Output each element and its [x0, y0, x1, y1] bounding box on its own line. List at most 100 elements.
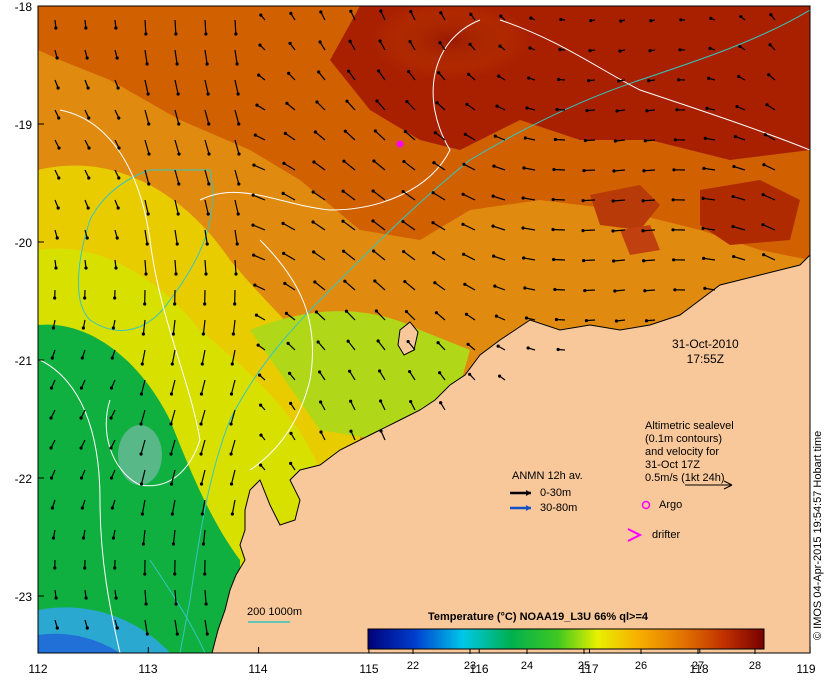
velocity-arrow [143, 559, 147, 576]
velocity-arrow [252, 253, 266, 261]
velocity-arrow [588, 48, 596, 53]
anmn-shallow-label: 0-30m [540, 487, 572, 499]
velocity-arrow [144, 229, 149, 246]
colorbar [367, 628, 765, 650]
velocity-arrow [642, 169, 656, 173]
velocity-arrow [109, 439, 116, 450]
velocity-arrow [372, 249, 386, 261]
velocity-arrow [469, 12, 476, 21]
velocity-arrow [522, 256, 536, 261]
velocity-arrow [253, 133, 266, 141]
velocity-arrow [144, 49, 149, 66]
velocity-arrow [139, 379, 146, 396]
velocity-arrow [109, 379, 116, 390]
velocity-arrow [174, 49, 179, 66]
velocity-arrow [139, 469, 146, 486]
velocity-arrow [525, 106, 536, 111]
velocity-arrow [439, 11, 446, 21]
velocity-arrow [434, 311, 446, 321]
velocity-arrow [342, 249, 356, 261]
velocity-arrow [491, 224, 506, 231]
velocity-arrow [204, 19, 208, 36]
velocity-arrow [581, 198, 596, 203]
velocity-arrow [345, 99, 356, 111]
velocity-arrow [54, 49, 59, 60]
isobath-legend-label: 200 1000m [247, 606, 303, 618]
velocity-arrow [204, 109, 211, 126]
velocity-arrow [49, 409, 56, 420]
velocity-arrow [347, 69, 356, 81]
velocity-arrow [641, 229, 656, 233]
y-tick-label: -22 [14, 472, 32, 486]
velocity-arrow [288, 371, 296, 381]
velocity-arrow [204, 259, 208, 276]
velocity-arrow [54, 169, 61, 180]
velocity-arrow [436, 341, 446, 351]
colorbar-tick-label: 22 [406, 660, 420, 672]
velocity-arrow [54, 619, 59, 630]
velocity-arrow [528, 46, 536, 51]
velocity-arrow [286, 341, 296, 351]
velocity-arrow [556, 347, 566, 352]
velocity-arrow [140, 349, 146, 366]
velocity-arrow [708, 46, 716, 51]
velocity-arrow [671, 228, 686, 232]
velocity-arrow [431, 191, 446, 201]
velocity-arrow [313, 130, 326, 141]
velocity-arrow [234, 19, 238, 36]
velocity-arrow [114, 229, 119, 240]
velocity-arrow [311, 190, 326, 201]
velocity-arrow [432, 161, 446, 171]
velocity-arrow [259, 463, 266, 471]
velocity-arrow [49, 469, 56, 480]
velocity-arrow [314, 310, 326, 321]
x-tick-label: 119 [796, 662, 816, 676]
velocity-arrow [375, 99, 386, 111]
altimetry-line: 31-Oct 17Z [645, 459, 701, 471]
velocity-arrow [582, 168, 596, 173]
velocity-arrow [731, 224, 746, 231]
velocity-arrow [174, 139, 181, 156]
timestamp-date: 31-Oct-2010 [672, 337, 739, 351]
x-tick-label: 116 [469, 662, 489, 676]
velocity-arrow [673, 138, 686, 142]
velocity-arrow [204, 229, 209, 246]
velocity-arrow [492, 254, 506, 261]
velocity-arrow [51, 529, 56, 540]
altimetry-line: Altimetric sealevel [645, 420, 734, 432]
velocity-arrow [521, 226, 536, 231]
velocity-arrow [401, 219, 416, 231]
colorbar-tick-label: 28 [748, 660, 762, 672]
velocity-arrow [79, 439, 86, 450]
velocity-arrow [50, 499, 56, 510]
velocity-arrow [613, 139, 626, 143]
velocity-arrow [498, 374, 506, 381]
plot-frame [37, 5, 811, 654]
velocity-arrow [312, 250, 326, 261]
velocity-arrow [114, 139, 121, 150]
velocity-arrow [170, 349, 176, 366]
velocity-arrow [762, 163, 776, 171]
velocity-arrow [255, 103, 266, 111]
velocity-arrow [644, 319, 656, 323]
velocity-arrow [54, 109, 61, 120]
altimetry-note: Altimetric sealevel (0.1m contours) and … [645, 420, 734, 485]
velocity-arrow [374, 309, 386, 321]
velocity-arrow [174, 259, 178, 276]
velocity-arrow [174, 199, 180, 216]
velocity-arrow [84, 139, 91, 150]
velocity-arrow [379, 9, 386, 21]
velocity-arrow [551, 227, 566, 232]
velocity-arrow [437, 71, 446, 81]
velocity-arrow [230, 349, 236, 366]
velocity-arrow [705, 106, 716, 111]
velocity-arrow [110, 349, 116, 360]
altimetry-line: (0.1m contours) [645, 433, 723, 445]
velocity-arrow [494, 314, 506, 321]
colorbar-tick-label: 25 [577, 660, 591, 672]
velocity-arrow [349, 429, 356, 441]
velocity-arrow [641, 199, 656, 203]
velocity-arrow [201, 319, 206, 336]
velocity-arrow [114, 19, 118, 30]
velocity-arrow [169, 379, 176, 396]
